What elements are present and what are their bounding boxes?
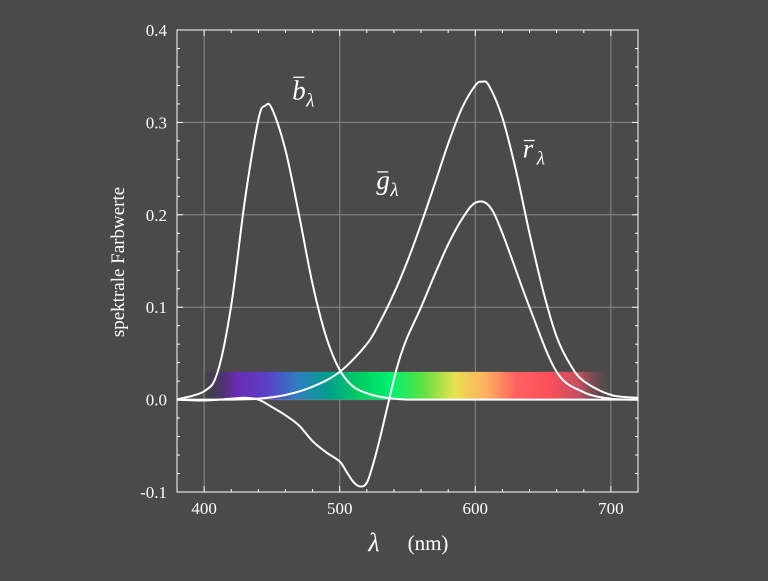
series-line-r (177, 80, 638, 401)
series-line-g (177, 200, 638, 488)
series-label-letter: r (523, 134, 534, 164)
series-layer (177, 80, 638, 488)
y-tick-label: 0.1 (146, 298, 167, 317)
x-axis-label-group: λ (nm) (367, 528, 448, 557)
series-line-b (177, 102, 638, 401)
x-tick-label: 500 (327, 499, 353, 518)
series-label-subscript: λ (536, 149, 545, 170)
spectrum-band (204, 371, 611, 400)
y-tick-label: 0.2 (146, 206, 167, 225)
series-label-subscript: λ (389, 180, 398, 201)
axis-ticks: 400 500 600 700 -0.1 0.0 0.1 0.2 0.3 0.4 (140, 21, 639, 518)
x-axis-label: λ (367, 528, 379, 557)
series-labels: b λg λr λ (292, 75, 545, 201)
series-label-subscript: λ (305, 90, 314, 111)
x-tick-label: 600 (463, 499, 489, 518)
y-tick-label: 0.4 (146, 21, 168, 40)
series-label-letter: g (376, 165, 390, 195)
y-tick-label: -0.1 (140, 483, 167, 502)
x-tick-label: 700 (598, 499, 624, 518)
series-label-letter: b (292, 75, 306, 105)
y-axis-label: spektrale Farbwerte (108, 187, 129, 337)
y-tick-label: 0.3 (146, 113, 167, 132)
y-tick-label: 0.0 (146, 391, 167, 410)
spectrum-band-layer (204, 371, 611, 400)
x-tick-label: 400 (191, 499, 217, 518)
x-axis-unit: (nm) (408, 531, 449, 555)
plot-frame (176, 29, 639, 493)
